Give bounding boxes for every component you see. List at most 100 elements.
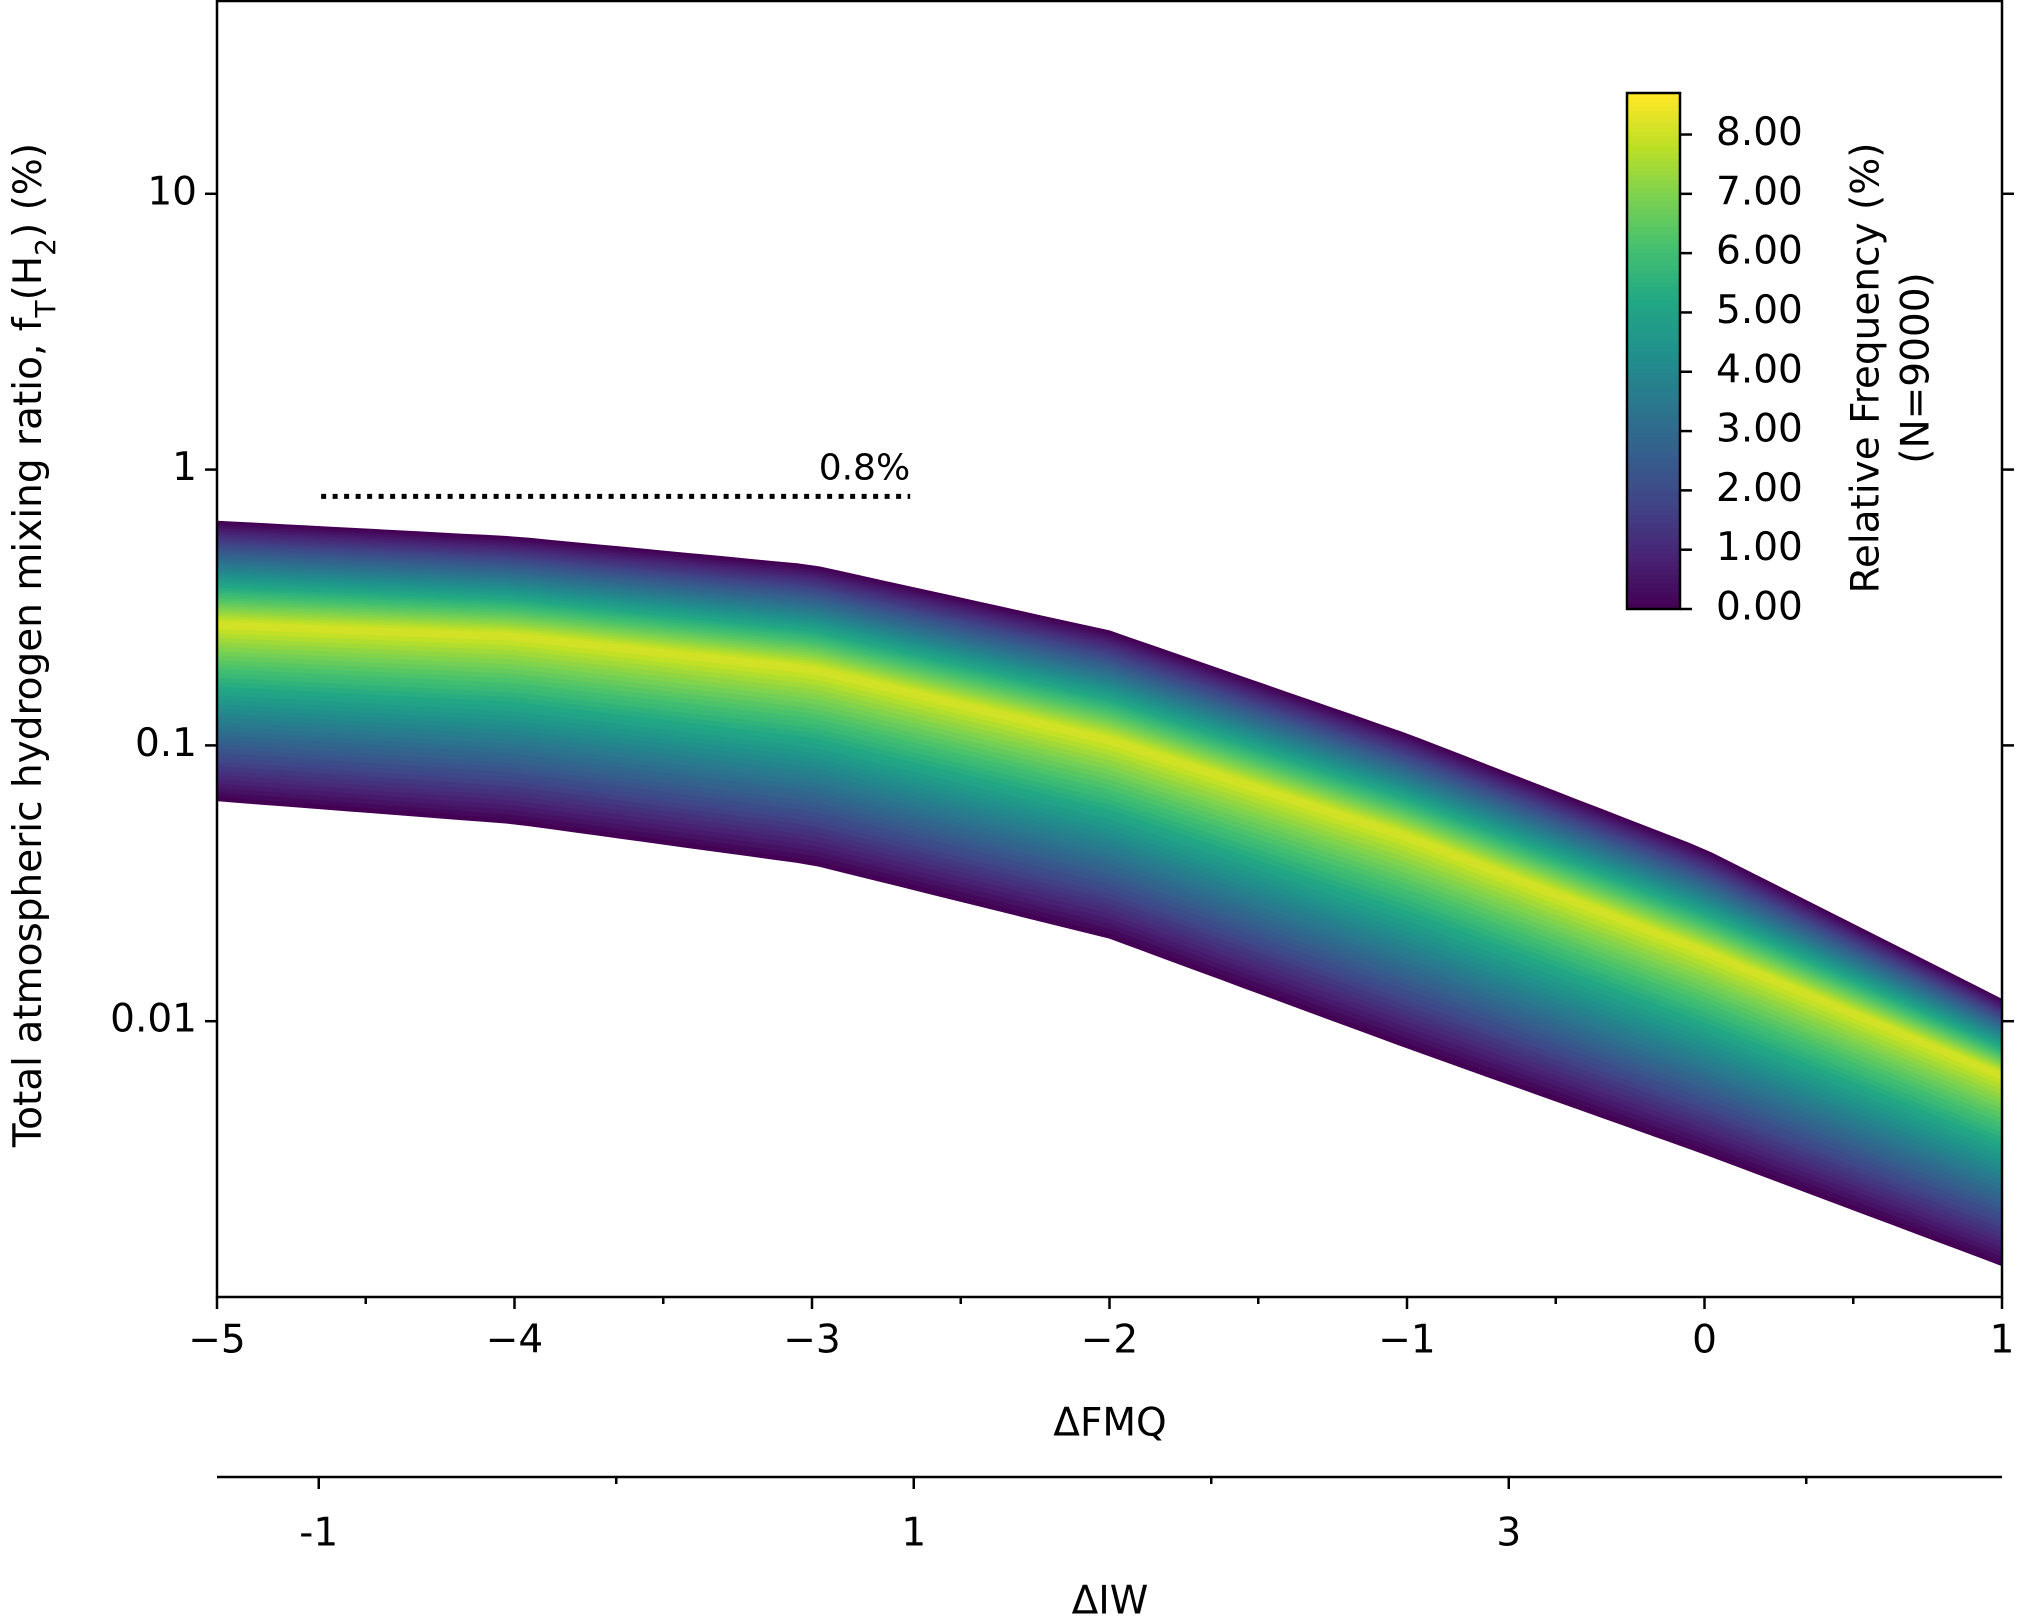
y-tick-label: 1 — [172, 445, 197, 490]
colorbar-swatch — [1627, 531, 1680, 537]
colorbar-swatch — [1627, 462, 1680, 468]
colorbar-swatch — [1627, 359, 1680, 365]
colorbar-swatch — [1627, 170, 1680, 176]
colorbar-swatch — [1627, 385, 1680, 391]
colorbar-swatch — [1627, 136, 1680, 141]
x-tick-label: −4 — [486, 1318, 544, 1363]
colorbar-swatch — [1627, 277, 1680, 283]
colorbar-swatch — [1627, 566, 1680, 571]
colorbar-swatch — [1627, 127, 1680, 133]
y-axis-label: Total atmospheric hydrogen mixing ratio,… — [6, 143, 62, 1148]
colorbar-swatch — [1627, 523, 1680, 528]
colorbar-swatch — [1627, 372, 1680, 378]
colorbar-swatch — [1627, 480, 1680, 485]
colorbar-swatch — [1627, 510, 1680, 515]
colorbar-frame — [1625, 91, 1682, 611]
x-tick-label: −3 — [783, 1318, 841, 1363]
colorbar-swatch — [1627, 101, 1680, 107]
colorbar-swatch — [1627, 428, 1680, 434]
colorbar-swatch — [1627, 200, 1680, 206]
secondary-x-tick-label: -1 — [299, 1511, 338, 1556]
colorbar-swatch — [1627, 213, 1680, 219]
x-tick-label: −1 — [1378, 1318, 1436, 1363]
colorbar-swatch — [1627, 239, 1680, 245]
colorbar-swatch — [1627, 226, 1680, 232]
colorbar-swatch — [1627, 196, 1680, 202]
colorbar-swatch — [1627, 553, 1680, 558]
colorbar-swatch — [1627, 191, 1680, 197]
colorbar-swatch — [1627, 596, 1680, 601]
colorbar-swatch — [1627, 445, 1680, 451]
colorbar-swatch — [1627, 604, 1680, 610]
colorbar-swatch — [1627, 411, 1680, 417]
colorbar-swatch — [1627, 351, 1680, 356]
colorbar-swatch — [1627, 230, 1680, 236]
y-tick-label: 0.1 — [135, 721, 197, 766]
colorbar-swatch — [1627, 260, 1680, 266]
colorbar-swatch — [1627, 394, 1680, 399]
colorbar-swatch — [1627, 432, 1680, 438]
colorbar-swatch — [1627, 295, 1680, 300]
colorbar-swatch — [1627, 273, 1680, 279]
y-label-sub: T — [29, 300, 62, 319]
colorbar-swatch — [1627, 488, 1680, 494]
colorbar-tick-label: 0.00 — [1716, 585, 1803, 630]
colorbar-swatch — [1627, 514, 1680, 520]
colorbar-swatch — [1627, 286, 1680, 292]
colorbar-swatch — [1627, 492, 1680, 498]
foreground: 0.8% 0.01 0.1 1 10 −5 −4 −3 −2 −1 0 1 -1 1 3 0.00 1.00 2.… — [110, 0, 2015, 1556]
colorbar-swatch — [1627, 209, 1680, 214]
y-tick-label: 10 — [147, 169, 197, 214]
x-tick-label: 1 — [1990, 1318, 2015, 1363]
colorbar-swatch — [1627, 204, 1680, 210]
colorbar-swatch — [1627, 179, 1680, 184]
colorbar-label: Relative Frequency (%) — [1844, 142, 1889, 593]
colorbar-swatch — [1627, 342, 1680, 348]
colorbar-swatch — [1627, 131, 1680, 137]
colorbar-swatch — [1627, 144, 1680, 150]
secondary-x-tick-label: 3 — [1496, 1511, 1521, 1556]
colorbar-swatch — [1627, 157, 1680, 163]
colorbar-swatch — [1627, 265, 1680, 270]
colorbar-swatch — [1627, 243, 1680, 249]
x-tick-label: −2 — [1081, 1318, 1139, 1363]
y-label-part: Total atmospheric hydrogen mixing ratio,… — [6, 316, 51, 1148]
colorbar-swatch — [1627, 153, 1680, 159]
colorbar-swatch — [1627, 161, 1680, 167]
colorbar-swatch — [1627, 290, 1680, 296]
colorbar-swatch — [1627, 458, 1680, 464]
y-label-part: (H — [6, 256, 51, 301]
colorbar-swatch — [1627, 381, 1680, 386]
colorbar-tick-label: 4.00 — [1716, 347, 1803, 392]
colorbar-swatch — [1627, 312, 1680, 318]
colorbar-swatch — [1627, 475, 1680, 481]
colorbar-swatch — [1627, 471, 1680, 477]
colorbar-swatch — [1627, 183, 1680, 189]
colorbar-swatch — [1627, 333, 1680, 339]
colorbar-swatch — [1627, 316, 1680, 322]
colorbar-swatch — [1627, 329, 1680, 335]
colorbar-swatch — [1627, 166, 1680, 171]
colorbar-tick-label: 3.00 — [1716, 407, 1803, 452]
colorbar-tick-label: 1.00 — [1716, 525, 1803, 570]
bands — [216, 520, 2003, 1267]
colorbar-swatch — [1627, 320, 1680, 326]
colorbar-tick-label: 8.00 — [1716, 110, 1803, 155]
colorbar-swatch — [1627, 363, 1680, 369]
colorbar-tick-label: 2.00 — [1716, 466, 1803, 511]
colorbar-swatch — [1627, 118, 1680, 124]
x-tick-label: −5 — [188, 1318, 246, 1363]
colorbar-swatch — [1627, 346, 1680, 352]
colorbar-swatch — [1627, 578, 1680, 584]
colorbar-swatch — [1627, 415, 1680, 421]
colorbar-swatch — [1627, 535, 1680, 541]
colorbar-swatch — [1627, 222, 1680, 227]
colorbar-swatch — [1627, 234, 1680, 240]
colorbar-swatch — [1627, 376, 1680, 382]
colorbar-swatch — [1627, 561, 1680, 567]
colorbar-swatch — [1627, 303, 1680, 309]
colorbar-tick-label: 6.00 — [1716, 229, 1803, 274]
colorbar-swatch — [1627, 540, 1680, 546]
colorbar-swatch — [1627, 105, 1680, 111]
